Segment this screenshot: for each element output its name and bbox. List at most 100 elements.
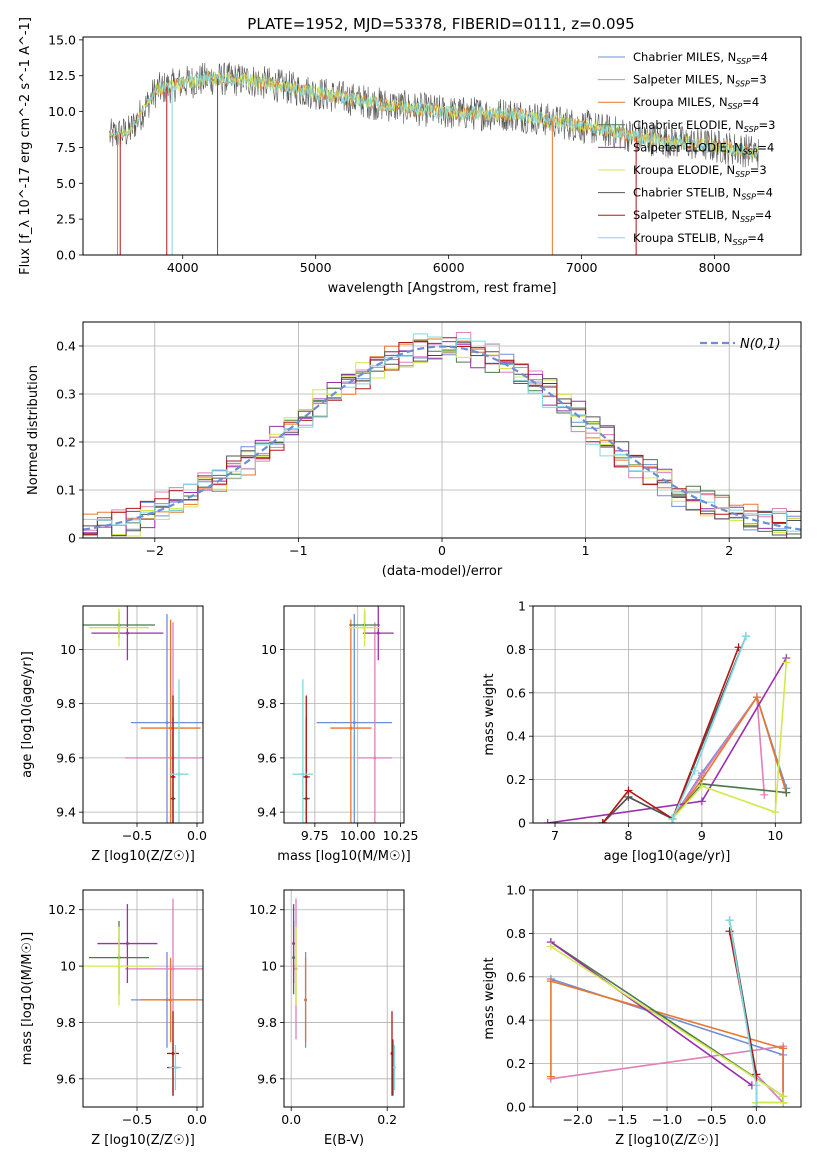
- series-marker-7-1: [752, 1070, 761, 1079]
- tick-label-y: 0.8: [506, 926, 526, 941]
- tick-label-x: 10: [767, 828, 783, 843]
- tick-label-x: −1: [289, 543, 307, 558]
- tick-label-y: 1.0: [506, 883, 526, 898]
- y-axis-label: mass [log10(M/M☉)]: [20, 932, 35, 1065]
- tick-label-y: 0.0: [56, 248, 76, 263]
- legend-subscript: SSP: [735, 80, 750, 89]
- tick-label-y: 9.4: [257, 805, 277, 820]
- tick-label-y: 10: [261, 642, 277, 657]
- tick-label-y: 0.4: [56, 339, 76, 354]
- legend-nssp: =3: [750, 163, 767, 177]
- y-axis-label: mass weight: [482, 957, 497, 1039]
- histogram-8: [83, 333, 801, 532]
- legend-label-normal: N(0,1): [740, 337, 781, 352]
- tick-label-x: 9.75: [301, 828, 329, 843]
- series-line-4: [550, 941, 753, 1086]
- series-marker-5-0: [546, 942, 555, 951]
- tick-label-y: 10: [261, 959, 277, 974]
- axes-frame: [532, 889, 802, 1108]
- legend-subscript: SSP: [744, 125, 759, 134]
- data-point-2: [349, 726, 353, 730]
- plot-area: [83, 332, 801, 538]
- y-axis-label: Normed distribution: [26, 365, 41, 495]
- tick-label-y: 10.2: [48, 902, 76, 917]
- panel-mass-vs-ebv: 0.0 0.2 9.6 9.8 10 10.2 E(B-V): [249, 889, 405, 1148]
- data-point-0: [165, 721, 169, 725]
- tick-label-y: 1: [518, 599, 526, 614]
- panel-residual-histograms: −2 −1 0 1 2 0 0.1 0.2 0.3 0.4 (data-model)/error No…: [26, 321, 802, 579]
- legend-subscript: SSP: [735, 170, 750, 179]
- tick-label-y: 0.3: [56, 387, 76, 402]
- tick-label-y: 0: [518, 816, 526, 831]
- tick-label-x: −1.5: [607, 1112, 637, 1127]
- tick-label-y: 10.2: [249, 902, 277, 917]
- legend-label-6: Chabrier STELIB, NSSP=4: [633, 186, 773, 202]
- x-axis-label: mass [log10(M/M☉)]: [277, 849, 410, 864]
- legend-subscript: SSP: [740, 215, 755, 224]
- series-marker-7-0: [598, 819, 607, 823]
- tick-label-x: 10.00: [340, 828, 376, 843]
- legend-subscript: SSP: [733, 238, 748, 247]
- tick-label-y: 12.5: [48, 68, 76, 83]
- data-point-2: [169, 998, 173, 1002]
- legend-nssp: =4: [742, 95, 759, 109]
- legend-nssp: =3: [759, 118, 776, 132]
- series-marker-2-0: [546, 1072, 555, 1081]
- series-marker-2-2: [779, 1044, 788, 1053]
- tick-label-x: 4000: [167, 260, 199, 275]
- spectrum-line-2: [109, 71, 759, 159]
- legend-subscript: SSP: [728, 102, 743, 111]
- tick-label-x: 1: [582, 543, 590, 558]
- x-axis-label: Z [log10(Z/Z☉)]: [91, 849, 195, 864]
- tick-label-x: −0.5: [122, 1112, 152, 1127]
- legend: Chabrier MILES, NSSP=4 Salpeter MILES, NS…: [598, 50, 775, 247]
- data-point-8: [177, 772, 181, 776]
- tick-label-x: 5000: [300, 260, 332, 275]
- data-point-8: [392, 1066, 396, 1070]
- tick-label-y: 9.6: [257, 750, 277, 765]
- series-line-2: [671, 695, 788, 820]
- tick-label-y: 2.5: [56, 212, 76, 227]
- plot-area: [83, 898, 203, 1096]
- series-marker-1-3: [760, 790, 769, 799]
- axes-frame: [532, 605, 802, 824]
- y-axis-label: age [log10(age/yr)]: [20, 651, 35, 778]
- plot-area: [292, 606, 394, 823]
- tick-label-x: 7: [551, 828, 559, 843]
- data-point-1: [373, 756, 377, 760]
- axes-frame: [283, 889, 405, 1108]
- tick-label-y: 0.2: [506, 772, 526, 787]
- tick-label-y: 10: [60, 959, 76, 974]
- legend-nssp: =4: [751, 50, 768, 64]
- data-point-7: [390, 1051, 394, 1055]
- tick-label-x: 0.2: [377, 1112, 397, 1127]
- x-axis-label: Z [log10(Z/Z☉)]: [91, 1133, 195, 1148]
- series-marker-8-0: [725, 916, 734, 925]
- x-axis-label: age [log10(age/yr)]: [604, 849, 731, 864]
- legend-subscript: SSP: [743, 147, 758, 156]
- x-axis-label: E(B-V): [324, 1133, 364, 1148]
- tick-label-x: −2: [146, 543, 164, 558]
- tick-label-x: −0.5: [122, 828, 152, 843]
- panel-mass-weight-vs-metallicity: −2.0 −1.5 −1.0 −0.5 0.0 0.0 0.2 0.4 0.6 0.8 1.0 Z […: [482, 883, 802, 1148]
- tick-label-y: 9.6: [56, 750, 76, 765]
- axes-frame: [82, 36, 802, 256]
- x-axis-label: (data-model)/error: [382, 564, 503, 579]
- x-axis-label: Z [log10(Z/Z☉)]: [615, 1133, 719, 1148]
- legend-label-7: Salpeter STELIB, NSSP=4: [633, 208, 772, 224]
- tick-label-y: 0.4: [506, 729, 526, 744]
- x-axis-label: wavelength [Angstrom, rest frame]: [328, 281, 557, 296]
- legend-nssp: =4: [747, 231, 764, 245]
- series-marker-8-1: [752, 1081, 761, 1090]
- series-marker-8-1: [690, 766, 699, 775]
- spectrum-line-5: [109, 71, 759, 159]
- series-marker-8-0: [668, 814, 677, 823]
- data-point-4: [376, 631, 380, 635]
- data-point-1: [171, 967, 175, 971]
- tick-label-y: 7.5: [56, 140, 76, 155]
- axes-frame: [283, 605, 405, 824]
- series-marker-5-2: [771, 808, 780, 817]
- axes-frame: [82, 889, 204, 1108]
- series-marker-4-0: [543, 819, 552, 823]
